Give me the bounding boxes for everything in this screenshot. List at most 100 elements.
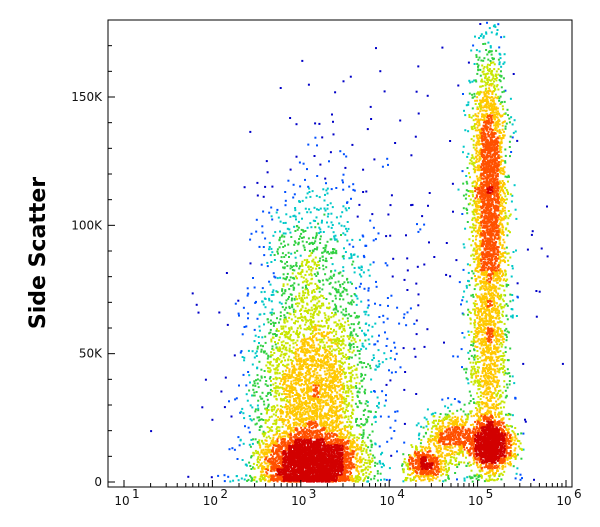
scatter-point — [357, 447, 360, 450]
scatter-point — [457, 452, 460, 455]
scatter-point — [310, 274, 313, 277]
scatter-point — [483, 382, 486, 385]
scatter-point — [365, 400, 368, 403]
scatter-point — [329, 358, 332, 361]
scatter-point — [475, 303, 478, 306]
scatter-point — [310, 360, 313, 363]
scatter-point — [354, 385, 357, 388]
scatter-point — [509, 155, 511, 158]
scatter-point — [274, 391, 277, 394]
scatter-point — [440, 425, 443, 428]
scatter-point — [314, 282, 317, 285]
scatter-point — [297, 348, 300, 351]
scatter-point — [348, 342, 351, 345]
scatter-point — [490, 73, 493, 76]
scatter-point — [502, 306, 505, 309]
scatter-point — [491, 407, 494, 409]
scatter-point — [314, 226, 317, 229]
scatter-point — [498, 312, 501, 315]
scatter-point — [252, 384, 255, 387]
scatter-point — [271, 345, 274, 348]
scatter-point — [268, 429, 271, 432]
scatter-point — [501, 359, 504, 361]
scatter-point — [240, 410, 243, 413]
scatter-point — [482, 384, 485, 387]
scatter-point — [269, 311, 272, 314]
scatter-point — [204, 378, 207, 381]
scatter-point — [332, 251, 335, 254]
scatter-point — [485, 478, 488, 481]
scatter-point — [494, 316, 497, 319]
scatter-point — [362, 457, 365, 460]
scatter-point — [473, 365, 476, 368]
scatter-point — [470, 415, 473, 418]
scatter-point — [497, 407, 500, 410]
scatter-point — [279, 220, 282, 223]
scatter-point — [358, 387, 361, 390]
scatter-point — [503, 247, 506, 250]
scatter-point — [401, 463, 404, 466]
scatter-point — [501, 417, 504, 420]
scatter-point — [252, 418, 255, 421]
scatter-point — [301, 351, 304, 354]
scatter-point — [510, 116, 513, 119]
scatter-point — [314, 368, 317, 371]
scatter-point — [277, 342, 279, 345]
scatter-point — [293, 269, 296, 272]
scatter-point — [483, 287, 485, 290]
scatter-point — [478, 403, 481, 406]
scatter-point — [342, 232, 345, 235]
scatter-point — [331, 423, 334, 426]
scatter-point — [350, 253, 353, 256]
scatter-point — [446, 413, 449, 416]
scatter-point — [390, 454, 393, 457]
scatter-point — [293, 313, 296, 316]
scatter-point — [330, 424, 332, 427]
scatter-point — [376, 472, 379, 475]
scatter-point — [423, 447, 426, 450]
scatter-point — [423, 263, 426, 266]
scatter-point — [480, 474, 482, 477]
scatter-point — [476, 473, 479, 476]
scatter-point — [502, 355, 504, 358]
scatter-point — [487, 381, 490, 384]
scatter-point — [489, 469, 492, 472]
scatter-point — [479, 90, 482, 93]
scatter-point — [283, 352, 286, 355]
scatter-point — [284, 244, 286, 247]
scatter-point — [333, 421, 336, 424]
scatter-point — [292, 196, 295, 199]
scatter-point — [276, 429, 279, 432]
scatter-point — [338, 404, 341, 407]
scatter-point — [298, 292, 301, 295]
scatter-point — [291, 266, 294, 269]
scatter-point — [515, 217, 518, 220]
scatter-point — [361, 440, 364, 442]
scatter-point — [352, 409, 355, 412]
scatter-point — [289, 284, 292, 287]
scatter-point — [274, 322, 277, 324]
scatter-point — [263, 433, 266, 436]
scatter-point — [239, 439, 242, 442]
scatter-point — [335, 343, 338, 346]
scatter-point — [323, 370, 326, 373]
scatter-point — [367, 329, 370, 332]
scatter-point — [438, 455, 441, 458]
scatter-point — [292, 342, 295, 345]
scatter-point — [500, 70, 502, 73]
scatter-point — [310, 325, 313, 328]
scatter-point — [474, 309, 477, 312]
scatter-point — [432, 476, 435, 479]
scatter-point — [345, 390, 348, 393]
scatter-point — [259, 444, 262, 447]
scatter-point — [280, 256, 283, 259]
scatter-point — [485, 297, 488, 300]
scatter-point — [277, 435, 280, 438]
scatter-point — [357, 478, 360, 481]
scatter-point — [467, 382, 470, 385]
scatter-point — [359, 339, 361, 342]
scatter-point — [282, 285, 285, 287]
scatter-point — [269, 369, 272, 372]
scatter-point — [316, 339, 319, 342]
scatter-point — [327, 212, 330, 215]
